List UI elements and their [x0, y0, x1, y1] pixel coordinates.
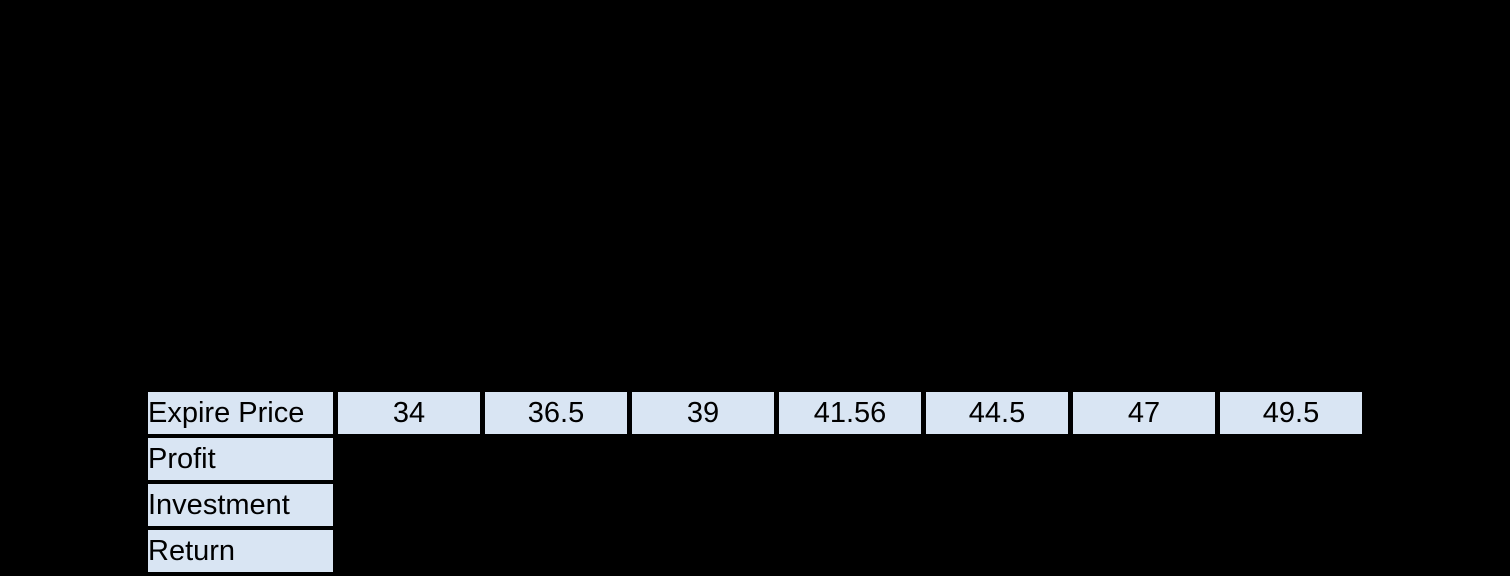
empty-value-cell[interactable]	[926, 438, 1068, 480]
empty-value-cell[interactable]	[338, 438, 480, 480]
table-row-investment: Investment	[148, 484, 1362, 526]
price-value-cell-3[interactable]: 39	[632, 392, 774, 434]
empty-value-cell[interactable]	[1220, 484, 1362, 526]
empty-value-cell[interactable]	[779, 438, 921, 480]
empty-value-cell[interactable]	[632, 530, 774, 572]
empty-value-cell[interactable]	[1220, 438, 1362, 480]
empty-value-cell[interactable]	[485, 530, 627, 572]
empty-value-cell[interactable]	[632, 438, 774, 480]
row-label-cell-return[interactable]: Return	[148, 530, 333, 572]
empty-value-cell[interactable]	[1073, 530, 1215, 572]
price-value-cell-2[interactable]: 36.5	[485, 392, 627, 434]
empty-value-cell[interactable]	[632, 484, 774, 526]
row-label-cell-profit[interactable]: Profit	[148, 438, 333, 480]
table-row-return: Return	[148, 530, 1362, 572]
empty-value-cell[interactable]	[1220, 530, 1362, 572]
empty-value-cell[interactable]	[1073, 484, 1215, 526]
empty-value-cell[interactable]	[926, 530, 1068, 572]
empty-value-cell[interactable]	[926, 484, 1068, 526]
price-value-cell-7[interactable]: 49.5	[1220, 392, 1362, 434]
empty-value-cell[interactable]	[485, 484, 627, 526]
price-value-cell-6[interactable]: 47	[1073, 392, 1215, 434]
payoff-table: Expire Price 34 36.5 39 41.56 44.5 47 49…	[143, 388, 1367, 576]
empty-value-cell[interactable]	[779, 530, 921, 572]
price-value-cell-1[interactable]: 34	[338, 392, 480, 434]
empty-value-cell[interactable]	[779, 484, 921, 526]
empty-value-cell[interactable]	[338, 484, 480, 526]
empty-value-cell[interactable]	[1073, 438, 1215, 480]
price-value-cell-4[interactable]: 41.56	[779, 392, 921, 434]
empty-value-cell[interactable]	[485, 438, 627, 480]
table-row-profit: Profit	[148, 438, 1362, 480]
empty-value-cell[interactable]	[338, 530, 480, 572]
table-row-expire-price: Expire Price 34 36.5 39 41.56 44.5 47 49…	[148, 392, 1362, 434]
row-label-cell-expire-price[interactable]: Expire Price	[148, 392, 333, 434]
price-value-cell-5[interactable]: 44.5	[926, 392, 1068, 434]
row-label-cell-investment[interactable]: Investment	[148, 484, 333, 526]
